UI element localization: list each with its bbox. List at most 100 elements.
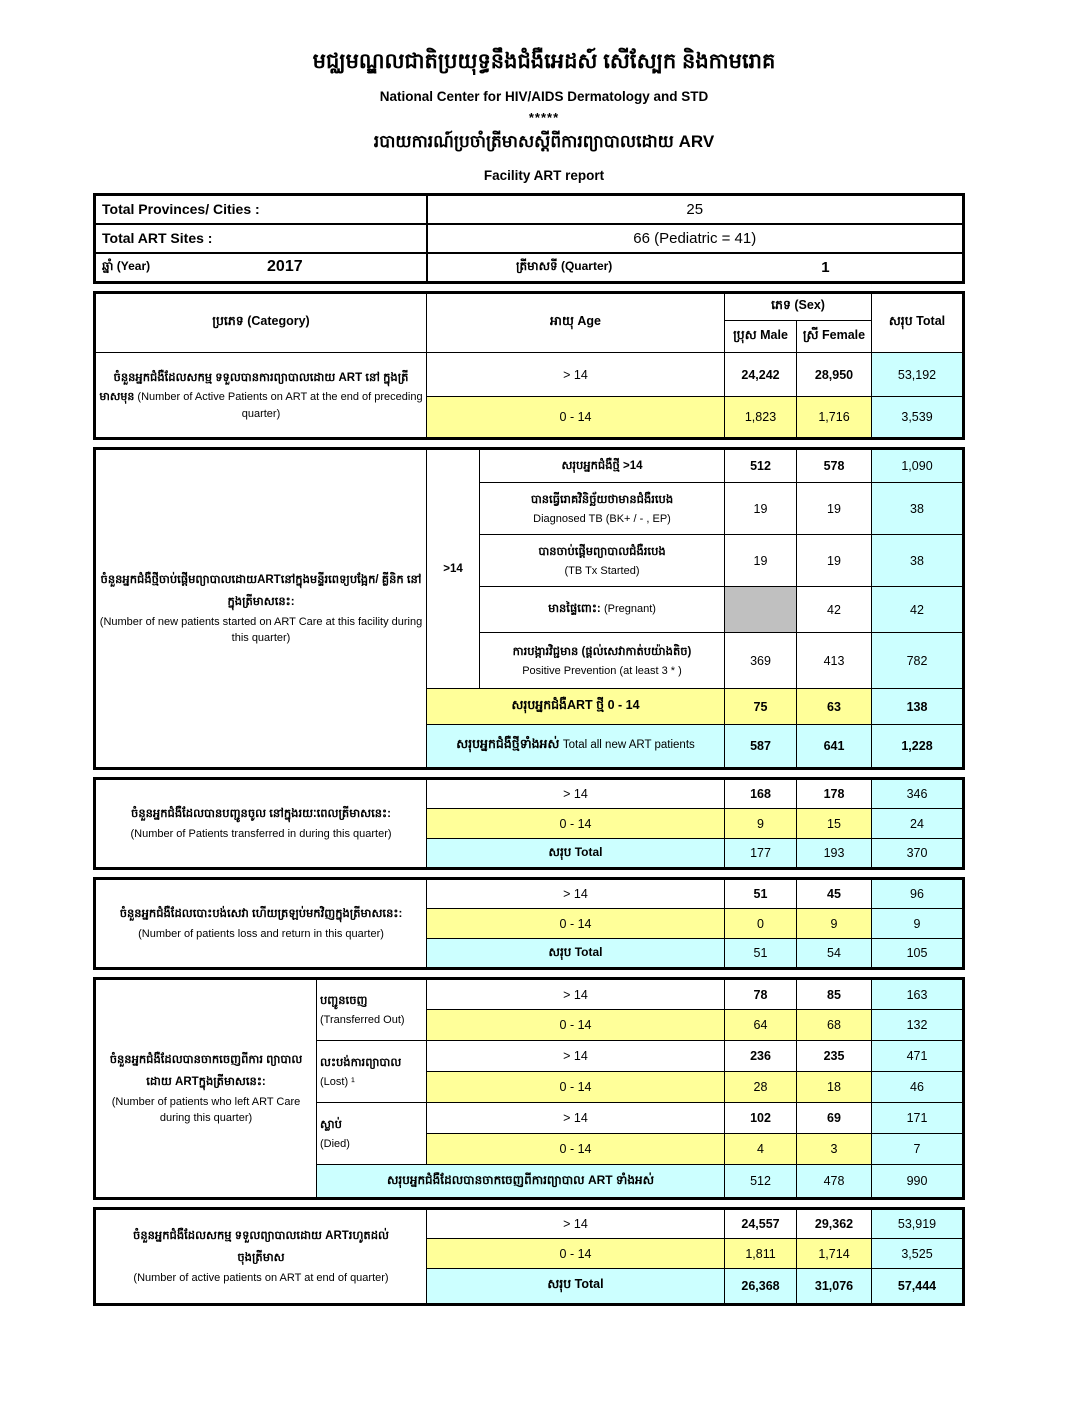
section-c-table: ចំនួនអ្នកជំងឺដែលបានបញ្ជូនចូល នៅក្នុងរយៈព… [93,777,965,870]
summary-info-table: Total Provinces/ Cities : 25 Total ART S… [93,193,965,284]
female-value: 19 [796,534,872,587]
female-value: 18 [796,1071,872,1103]
female-value: 68 [796,1009,872,1041]
category-label: ចំនួនអ្នកជំងឺថ្មីចាប់ផ្តើមព្យាបាលដោយARTន… [94,448,427,769]
group-label: ស្លាប់ (Died) [316,1102,427,1165]
female-value: 641 [796,724,872,769]
star-separator: ***** [528,110,560,125]
table-row: 0 - 14 64 68 132 [95,1009,964,1041]
subtotal-row: សរុបអ្នកជំងឺART ថ្មី 0 - 14 75 63 138 [95,688,964,725]
age-cell: 0 - 14 [426,1133,725,1165]
age-cell: > 14 [426,778,725,809]
row-label: បានចាប់ផ្តើមព្យាបាលជំងឺរបេង (TB Tx Start… [479,534,725,587]
group-label: បញ្ជូនចេញ (Transferred Out) [316,978,427,1041]
female-value: 15 [796,808,872,839]
table-row: ចំនួនអ្នកជំងឺដែលសកម្ម ទទួលបានការព្យាបាលដ… [94,352,965,439]
male-value: 64 [724,1009,797,1041]
female-value: 235 [796,1040,872,1072]
age-cell: > 14 [426,1102,725,1134]
age-cell: > 14 [426,978,725,1010]
category-label: ចំនួនអ្នកជំងឺដែលសកម្ម ទទួលបានការព្យាបាលដ… [94,352,427,439]
male-value: 51 [724,878,797,909]
female-value: 69 [796,1102,872,1134]
total-value: 9 [871,908,964,939]
male-value: 28 [724,1071,797,1103]
art-sites-label: Total ART Sites : [93,222,428,254]
table-row: ចំនួនអ្នកជំងឺដែលបោះបង់សេវា ហើយត្រឡប់មកវិ… [94,878,964,969]
total-row: សរុប Total 26,368 31,076 57,444 E [95,1268,964,1305]
table-row: 0 - 14 28 18 46 [95,1071,964,1103]
total-row: សរុប Total 177 193 370 C [95,838,964,869]
table-row: ចំនួនអ្នកជំងឺថ្មីចាប់ផ្តើមព្យាបាលដោយARTន… [94,448,964,769]
age-cell: 0 - 14 [426,1238,725,1269]
total-value: 38 [871,534,964,587]
male-value: 177 [724,838,797,869]
table-row: ចំនួនអ្នកជំងឺដែលបានចាកចេញពីការ ព្យាបាល ដ… [94,978,964,1199]
section-b-table: ចំនួនអ្នកជំងឺថ្មីចាប់ផ្តើមព្យាបាលដោយARTន… [93,447,965,770]
male-value: 24,242 [724,352,797,397]
male-value: 26,368 [724,1268,797,1305]
section-loss-return-table: ចំនួនអ្នកជំងឺដែលបោះបង់សេវា ហើយត្រឡប់មកវិ… [93,877,965,970]
male-value: 1,823 [724,396,797,439]
table-row: លះបង់ការព្យាបាល (Lost) ¹ > 14 236 235 47… [95,1040,964,1103]
age-cell: 0 - 14 [426,396,725,439]
female-value: 29,362 [796,1208,872,1239]
age-cell: 0 - 14 [426,908,725,939]
table-row: ចំនួនអ្នកជំងឺដែលសកម្ម ទទួលព្យាបាលដោយ ART… [94,1208,964,1305]
age-cell: > 14 [426,1040,725,1072]
total-value: 171 [871,1102,964,1134]
total-value: 105 [871,938,964,969]
female-value: 85 [796,978,872,1010]
report-title-khmer: របាយការណ៍ប្រចាំត្រីមាសស្តីពីការព្យាបាលដោ… [373,132,715,151]
age-cell: > 14 [426,878,725,909]
category-label: ចំនួនអ្នកជំងឺដែលសកម្ម ទទួលព្យាបាលដោយ ART… [94,1208,427,1305]
row-label: ការបង្ការវិជ្ជមាន (ផ្តល់សេវាកាត់បយ៉ាងតិច… [479,632,725,689]
subtotal-label: សរុបអ្នកជំងឺART ថ្មី 0 - 14 [426,688,725,725]
age-cell: 0 - 14 [426,1009,725,1041]
quarter-label: ត្រីមាសទី (Quarter) [515,259,613,274]
male-value: 236 [724,1040,797,1072]
table-row: 0 - 14 4 3 7 [95,1133,964,1165]
org-title-khmer: មជ្ឈមណ្ឌលជាតិប្រយុទ្ធនឹងជំងឺអេដស៍ សើស្បែ… [312,50,776,73]
total-label: សរុប Total [426,838,725,869]
table-row: មានផ្ទៃពោះ: (Pregnant) 42 42 [95,586,964,633]
total-value: 1,090 [871,448,964,483]
total-value: 163 [871,978,964,1010]
provinces-label: Total Provinces/ Cities : [93,193,428,225]
male-value: 9 [724,808,797,839]
table-row: ឆ្នាំ (Year) 2017 ត្រីមាសទី (Quarter) 1 [93,251,965,284]
table-row: បានធ្វើរោគវិនិច្ឆ័យថាមានជំងឺរបេង Diagnos… [95,482,964,535]
female-value: 54 [796,938,872,969]
total-value: 96 [871,878,964,909]
org-title-english: National Center for HIV/AIDS Dermatology… [379,89,709,104]
male-value: 51 [724,938,797,969]
total-label: សរុប Total [426,938,725,969]
female-value: 413 [796,632,872,689]
total-value: 782 [871,632,964,689]
total-value: 7 [871,1133,964,1165]
total-value: 24 [871,808,964,839]
total-label: សរុប Total [426,1268,725,1305]
male-value: 75 [724,688,797,725]
female-value: 31,076 [796,1268,872,1305]
total-value: 3,525 [871,1238,964,1269]
female-value: 178 [796,778,872,809]
category-header: ប្រភេទ (Category) [94,292,427,353]
total-value: 53,919 [871,1208,964,1239]
age-header: អាយុ Age [426,292,725,353]
total-value: 3,539 A [871,396,965,439]
section-end-quarter-table: ចំនួនអ្នកជំងឺដែលសកម្ម ទទួលព្យាបាលដោយ ART… [93,1207,965,1306]
male-value: 0 [724,908,797,939]
total-header: សរុប Total [871,292,965,353]
table-row: បានចាប់ផ្តើមព្យាបាលជំងឺរបេង (TB Tx Start… [95,534,964,587]
table-row: Total Provinces/ Cities : 25 [93,193,965,225]
row-label: បានធ្វើរោគវិនិច្ឆ័យថាមានជំងឺរបេង Diagnos… [479,482,725,535]
male-value: 369 [724,632,797,689]
blocked-cell [724,586,797,633]
category-label: ចំនួនអ្នកជំងឺដែលបានបញ្ជូនចូល នៅក្នុងរយៈព… [94,778,427,869]
total-row: សរុប Total 51 54 105 [95,938,964,969]
category-label: ចំនួនអ្នកជំងឺដែលបោះបង់សេវា ហើយត្រឡប់មកវិ… [94,878,427,969]
row-label: មានផ្ទៃពោះ: (Pregnant) [479,586,725,633]
male-value: 512 [724,1164,797,1199]
